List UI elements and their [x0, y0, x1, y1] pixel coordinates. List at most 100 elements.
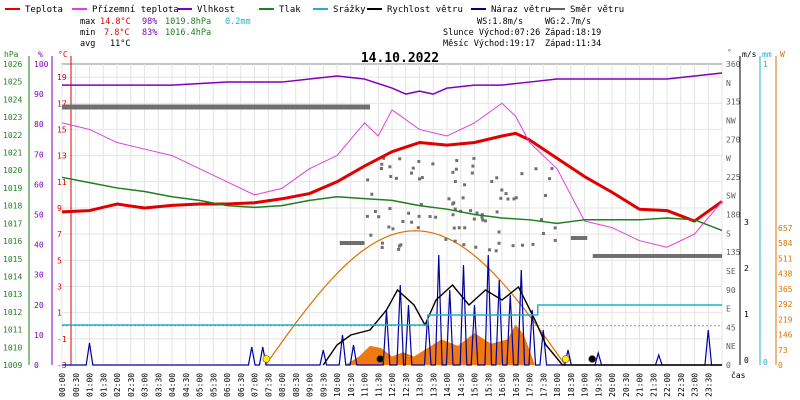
- stat-wg: WG:2.7m/s: [545, 17, 591, 27]
- unit-deg: °: [727, 48, 732, 57]
- solar-tick: 438: [778, 270, 793, 279]
- stat-temp-max: 14.8°C: [100, 17, 131, 27]
- sun-moon-marker: [376, 355, 384, 363]
- wind-dir-point: [380, 162, 384, 166]
- wind-dir-point: [483, 219, 487, 223]
- wind-dir-tick: SE: [726, 267, 736, 276]
- wind-dir-point: [548, 177, 552, 181]
- humidity-tick: 60: [34, 180, 44, 189]
- pressure-tick: 1013: [3, 290, 22, 299]
- wind-dir-tick: 90: [726, 286, 736, 295]
- wind-dir-point: [539, 218, 543, 222]
- temperature-tick: 3: [57, 282, 62, 291]
- pressure-tick: 1009: [3, 361, 22, 370]
- stat-hum-min: 83%: [142, 28, 157, 38]
- legend-label: Směr větru: [570, 5, 624, 15]
- x-axis-ticks: 00:00 00:30 01:00 01:30 02:00 02:30 03:00 03:30…: [58, 373, 713, 397]
- wind-speed-tick: 0: [744, 356, 749, 365]
- wind-dir-point: [420, 176, 424, 180]
- wind-dir-point: [497, 230, 501, 234]
- wind-dir-tick: 135: [726, 248, 741, 257]
- wind-dir-tick: 180: [726, 211, 741, 220]
- wind-dir-point: [417, 214, 421, 218]
- wind-dir-point: [511, 244, 515, 248]
- x-tick-label: 22:00: [663, 373, 672, 397]
- wind-dir-point: [382, 156, 386, 160]
- pressure-tick: 1024: [3, 95, 22, 104]
- wind-speed-tick: 1: [744, 310, 749, 319]
- legend: Teplota Přízemní teplota Vlhkost Tlak Srážky…: [5, 5, 624, 15]
- x-tick-label: 17:00: [526, 373, 535, 397]
- wind-dir-tick: 360: [726, 60, 741, 69]
- wind-dir-point: [471, 164, 475, 168]
- solar-curve: [265, 230, 566, 366]
- wind-dir-point: [444, 237, 448, 241]
- axes: 1026102510241023102210211020101910181017…: [3, 56, 793, 370]
- legend-label: Srážky: [333, 5, 366, 15]
- series-line: [62, 304, 722, 326]
- wind-dir-point: [428, 215, 432, 219]
- sun-moon-markers: [262, 355, 597, 363]
- wind-dir-point: [480, 213, 484, 217]
- solar-tick: 0: [778, 361, 783, 370]
- stat-rain: 0.2mm: [225, 17, 251, 27]
- series-line: [61, 131, 723, 223]
- pressure-tick: 1014: [3, 272, 22, 281]
- wind-dir-point: [379, 166, 383, 170]
- x-tick-label: 11:00: [361, 373, 370, 397]
- wind-dir-tick: 270: [726, 135, 741, 144]
- x-tick-label: 15:00: [471, 373, 480, 397]
- x-tick-label: 22:30: [677, 373, 686, 397]
- wind-dir-point: [417, 159, 421, 163]
- wind-dir-point: [497, 241, 501, 245]
- x-tick-label: 07:30: [264, 373, 273, 397]
- solar-tick: 219: [778, 315, 793, 324]
- wind-dir-point: [550, 167, 554, 171]
- wind-dir-point: [411, 166, 415, 170]
- x-axis-label: čas: [731, 370, 746, 380]
- x-tick-label: 06:30: [237, 373, 246, 397]
- wind-dir-point: [553, 238, 557, 242]
- unit-degc: °C: [58, 50, 68, 59]
- humidity-tick: 100: [34, 60, 49, 69]
- x-tick-label: 23:30: [704, 373, 713, 397]
- wind-dir-point: [447, 197, 451, 201]
- solar-tick: 365: [778, 285, 793, 294]
- legend-label: Tlak: [279, 5, 301, 15]
- wind-dir-point: [541, 231, 545, 235]
- wind-dir-tick: S: [726, 229, 731, 238]
- wind-dir-point: [457, 226, 461, 230]
- x-tick-label: 14:30: [457, 373, 466, 397]
- x-tick-label: 09:00: [306, 373, 315, 397]
- wind-dir-point: [398, 157, 402, 161]
- wind-dir-point: [543, 193, 547, 197]
- wind-dir-point: [410, 171, 414, 175]
- series-line: [61, 176, 723, 232]
- unit-pct: %: [38, 50, 43, 59]
- pressure-tick: 1012: [3, 308, 22, 317]
- wind-speed-line: [322, 283, 722, 366]
- wind-dir-point: [500, 188, 504, 192]
- x-tick-label: 21:30: [649, 373, 658, 397]
- legend-label: Vlhkost: [197, 5, 235, 15]
- unit-hpa: hPa: [4, 50, 19, 59]
- wind-dir-point: [453, 207, 457, 211]
- wind-dir-point: [472, 156, 476, 160]
- humidity-tick: 50: [34, 211, 44, 220]
- x-tick-label: 00:30: [72, 373, 81, 397]
- stat-sun-rise: Slunce Východ:07:26: [443, 28, 540, 38]
- wind-dir-point: [481, 218, 485, 222]
- x-tick-label: 01:00: [86, 373, 95, 397]
- wind-dir-point: [397, 244, 401, 248]
- humidity-tick: 20: [34, 301, 44, 310]
- temperature-tick: 17: [57, 99, 67, 108]
- wind-speed-tick: 2: [744, 264, 749, 273]
- wind-dir-point: [499, 196, 503, 200]
- wind-dir-point: [369, 233, 373, 237]
- wind-dir-point: [480, 215, 484, 219]
- wind-dir-tick: E: [726, 305, 731, 314]
- wind-dir-point: [394, 176, 398, 180]
- legend-label: Teplota: [25, 5, 63, 15]
- x-tick-label: 21:00: [636, 373, 645, 397]
